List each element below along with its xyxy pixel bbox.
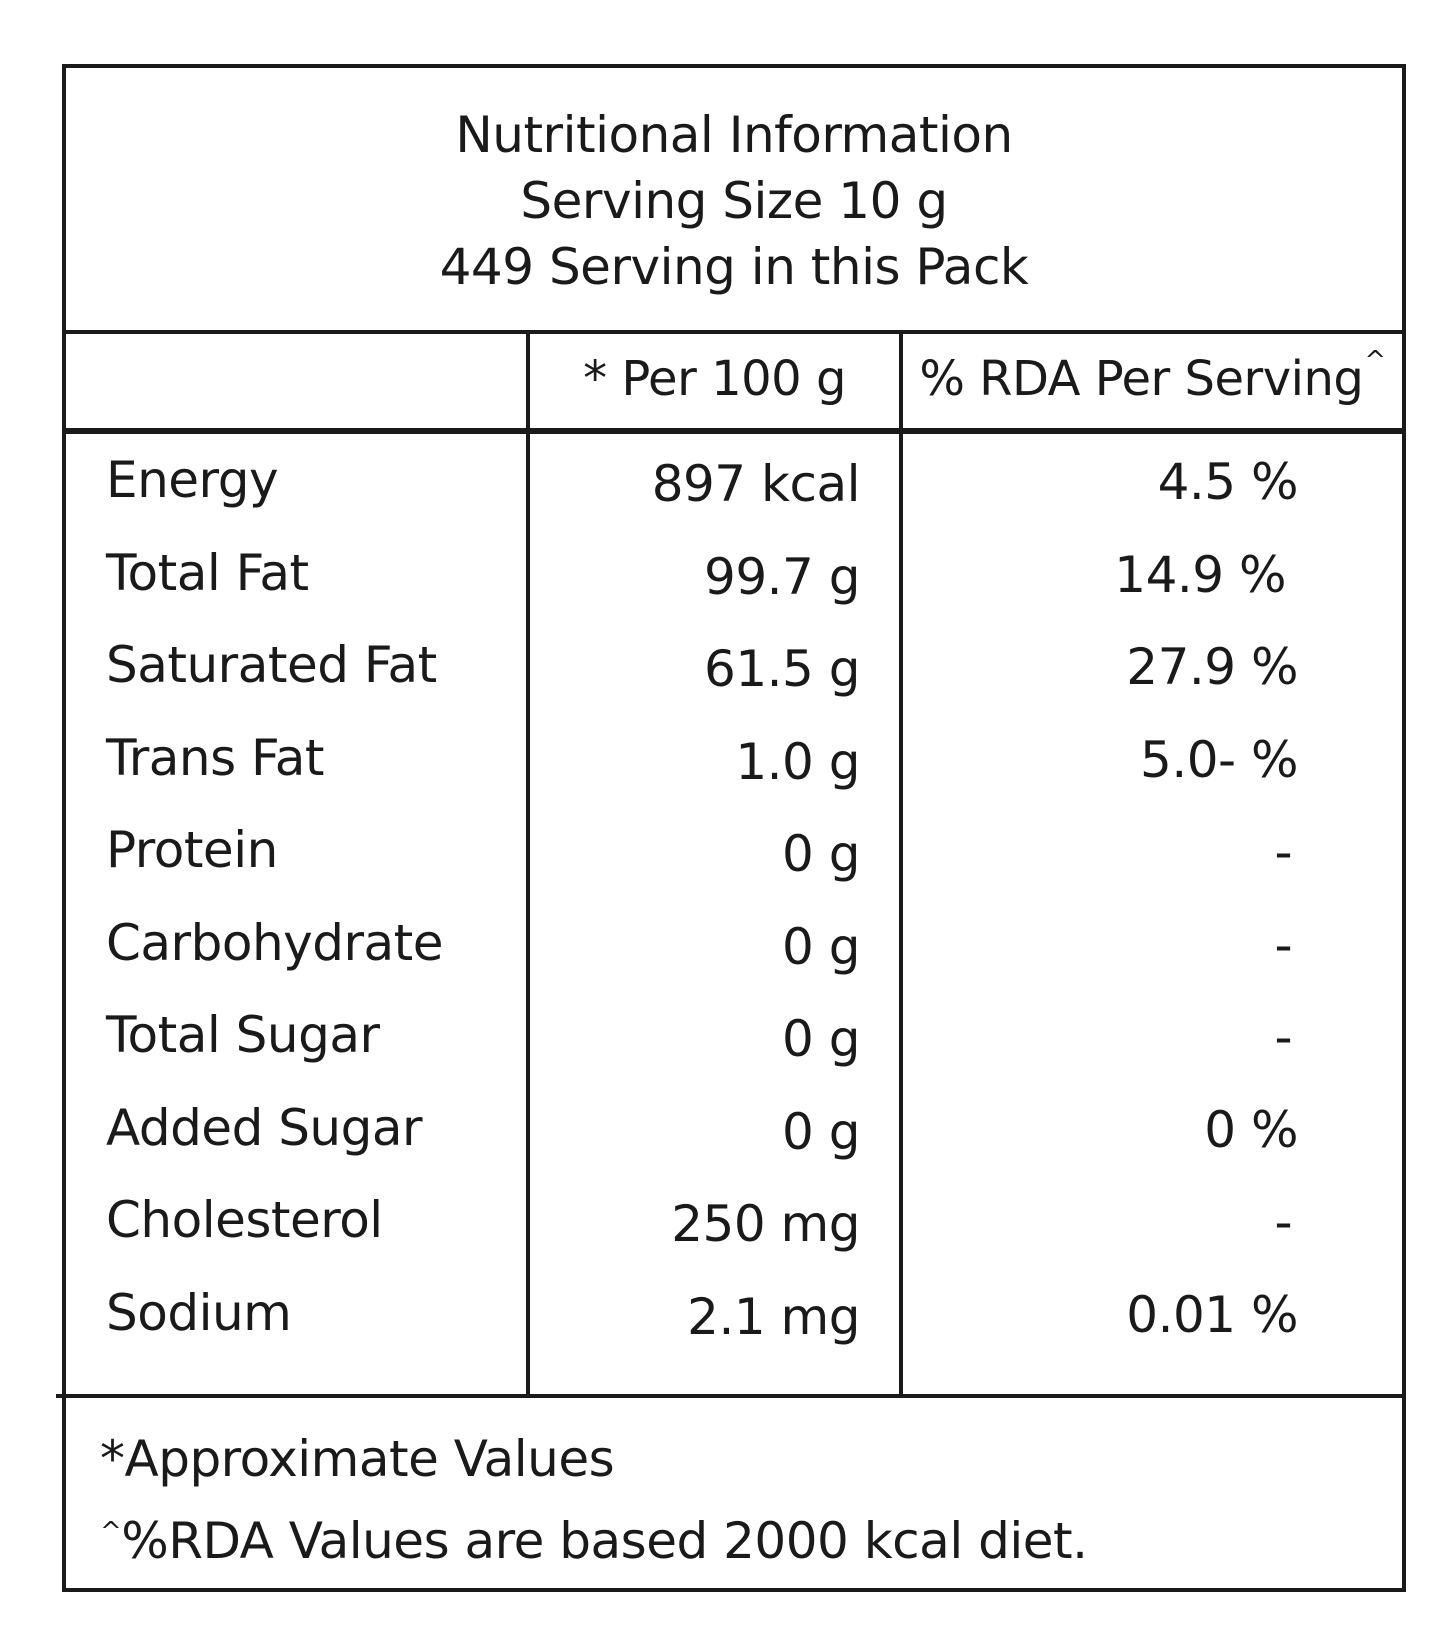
nutrition-label: Nutritional Information Serving Size 10 … bbox=[56, 64, 1406, 1592]
table-row: Protein 0 g - bbox=[66, 804, 1402, 897]
nutrient-name: Trans Fat bbox=[106, 728, 324, 787]
column-divider bbox=[526, 330, 530, 1398]
nutrient-name: Saturated Fat bbox=[106, 636, 437, 695]
nutrient-per-100g: 0 g bbox=[782, 917, 860, 976]
nutrient-name: Total Sugar bbox=[106, 1006, 380, 1065]
serving-size: Serving Size 10 g bbox=[520, 172, 948, 230]
nutrient-rda: - bbox=[1274, 823, 1292, 882]
table-bottom-rule bbox=[56, 1394, 1406, 1398]
nutrient-rda: 27.9 % bbox=[1126, 638, 1298, 697]
label-title: Nutritional Information bbox=[455, 106, 1013, 164]
column-divider bbox=[899, 330, 903, 1398]
nutrient-name: Carbohydrate bbox=[106, 913, 444, 972]
nutrient-name: Energy bbox=[106, 451, 279, 510]
table-row: Added Sugar 0 g 0 % bbox=[66, 1082, 1402, 1175]
table-row: Saturated Fat 61.5 g 27.9 % bbox=[66, 619, 1402, 712]
nutrient-name: Added Sugar bbox=[106, 1098, 423, 1157]
nutrient-rda: 0 % bbox=[1204, 1100, 1298, 1159]
nutrient-name: Sodium bbox=[106, 1283, 292, 1342]
footnote-rda-marker: ^ bbox=[100, 1517, 122, 1547]
nutrient-rda: 0.01 % bbox=[1126, 1285, 1298, 1344]
nutrient-rda: - bbox=[1274, 915, 1292, 974]
nutrient-table: Energy 897 kcal 4.5 % Total Fat 99.7 g 1… bbox=[66, 434, 1402, 1359]
nutrient-per-100g: 2.1 mg bbox=[687, 1287, 860, 1346]
nutrient-per-100g: 897 kcal bbox=[651, 455, 861, 514]
nutrient-rda: - bbox=[1274, 1193, 1292, 1252]
column-header-per-100g: * Per 100 g bbox=[530, 330, 899, 428]
table-row: Cholesterol 250 mg - bbox=[66, 1174, 1402, 1267]
nutrient-name: Cholesterol bbox=[106, 1191, 383, 1250]
table-row: Carbohydrate 0 g - bbox=[66, 897, 1402, 990]
footnote-rda-text: %RDA Values are based 2000 kcal diet. bbox=[121, 1512, 1088, 1570]
nutrient-rda: 4.5 % bbox=[1157, 453, 1299, 512]
table-row: Trans Fat 1.0 g 5.0- % bbox=[66, 712, 1402, 805]
nutrient-rda: 14.9 % bbox=[1114, 545, 1286, 604]
servings-per-pack: 449 Serving in this Pack bbox=[439, 238, 1029, 296]
table-row: Total Fat 99.7 g 14.9 % bbox=[66, 527, 1402, 620]
column-header-per-100g-label: * Per 100 g bbox=[583, 351, 846, 407]
nutrient-per-100g: 1.0 g bbox=[735, 732, 860, 791]
column-header-rda-label: % RDA Per Serving bbox=[919, 351, 1364, 407]
nutrient-rda: 5.0- % bbox=[1140, 730, 1298, 789]
footnote-rda: ^%RDA Values are based 2000 kcal diet. bbox=[100, 1500, 1088, 1591]
table-row: Sodium 2.1 mg 0.01 % bbox=[66, 1267, 1402, 1360]
nutrient-rda: - bbox=[1274, 1008, 1292, 1067]
column-header-row: * Per 100 g % RDA Per Serving ^ bbox=[66, 330, 1402, 434]
nutrient-name: Total Fat bbox=[106, 543, 309, 602]
nutrient-name: Protein bbox=[106, 821, 278, 880]
nutrient-per-100g: 250 mg bbox=[671, 1195, 860, 1254]
nutrient-per-100g: 0 g bbox=[782, 1010, 860, 1069]
nutrient-per-100g: 0 g bbox=[782, 825, 860, 884]
nutrient-per-100g: 99.7 g bbox=[704, 547, 860, 606]
rda-caret-marker: ^ bbox=[1364, 346, 1386, 376]
column-header-rda: % RDA Per Serving ^ bbox=[903, 330, 1402, 428]
footnotes: *Approximate Values ^%RDA Values are bas… bbox=[100, 1418, 1088, 1591]
nutrient-per-100g: 61.5 g bbox=[704, 640, 860, 699]
label-header: Nutritional Information Serving Size 10 … bbox=[66, 68, 1402, 334]
table-row: Total Sugar 0 g - bbox=[66, 989, 1402, 1082]
footnote-approximate: *Approximate Values bbox=[100, 1430, 615, 1488]
nutrient-per-100g: 0 g bbox=[782, 1102, 860, 1161]
table-row: Energy 897 kcal 4.5 % bbox=[66, 434, 1402, 527]
